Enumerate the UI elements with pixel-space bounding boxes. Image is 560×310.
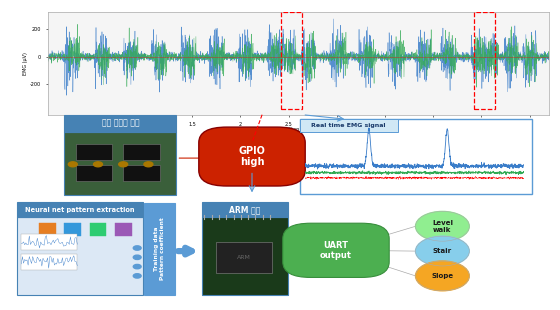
FancyBboxPatch shape [90,223,106,236]
FancyBboxPatch shape [17,217,143,294]
FancyBboxPatch shape [300,119,532,194]
Text: UART
output: UART output [320,241,352,260]
Text: Stair: Stair [433,248,452,254]
Circle shape [94,162,102,167]
FancyBboxPatch shape [300,119,398,132]
FancyBboxPatch shape [21,254,77,270]
Circle shape [416,211,469,241]
Text: Level
walk: Level walk [432,220,453,233]
Y-axis label: EMG (μV): EMG (μV) [23,52,28,75]
FancyBboxPatch shape [76,165,112,181]
Bar [281,12,302,109]
FancyBboxPatch shape [64,132,176,195]
FancyBboxPatch shape [216,242,272,273]
Text: Real time EMG signal: Real time EMG signal [311,123,386,128]
Circle shape [133,264,141,269]
FancyBboxPatch shape [123,165,160,181]
Bar [474,12,495,109]
Text: GPIO
high: GPIO high [239,146,265,167]
Circle shape [144,162,153,167]
Text: 통합 데이터 보드: 통합 데이터 보드 [101,119,139,128]
FancyBboxPatch shape [144,203,175,294]
FancyBboxPatch shape [123,144,160,160]
Text: ARM: ARM [237,255,250,260]
Circle shape [133,246,141,250]
Circle shape [133,274,141,278]
Text: Neural net pattern extraction: Neural net pattern extraction [25,206,134,213]
FancyBboxPatch shape [76,144,112,160]
Circle shape [68,162,77,167]
FancyBboxPatch shape [283,223,389,277]
FancyBboxPatch shape [39,223,56,236]
Circle shape [119,162,128,167]
Circle shape [416,261,469,291]
X-axis label: Step (#): Step (#) [288,127,309,132]
FancyBboxPatch shape [64,223,81,236]
Text: Training data
Pattern coefficient: Training data Pattern coefficient [155,217,165,280]
FancyBboxPatch shape [17,202,143,217]
Text: Slope: Slope [431,273,454,279]
FancyBboxPatch shape [199,127,305,186]
FancyBboxPatch shape [115,223,132,236]
FancyBboxPatch shape [202,217,288,294]
FancyBboxPatch shape [64,115,176,132]
FancyBboxPatch shape [202,202,288,217]
Text: ARM 보드: ARM 보드 [229,205,261,214]
Circle shape [133,255,141,259]
Circle shape [416,236,469,266]
FancyBboxPatch shape [21,234,77,250]
